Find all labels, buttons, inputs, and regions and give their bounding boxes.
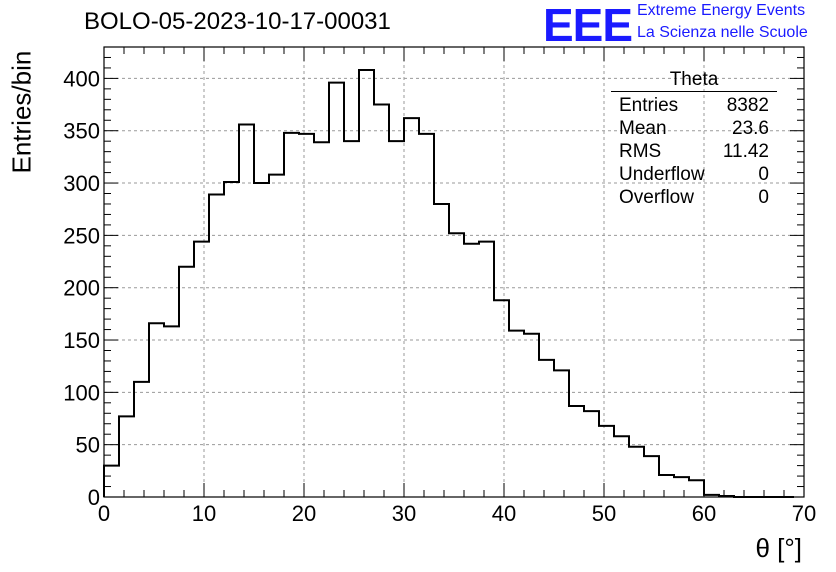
histogram-bin — [584, 411, 599, 497]
x-tick-label: 70 — [792, 501, 816, 526]
histogram-bin — [644, 456, 659, 497]
chart-title: BOLO-05-2023-10-17-00031 — [84, 8, 391, 35]
stats-row-mean: Mean 23.6 — [611, 117, 777, 140]
x-tick-label: 10 — [192, 501, 216, 526]
stats-value: 0 — [758, 164, 769, 185]
x-tick-label: 60 — [692, 501, 716, 526]
stats-row-rms: RMS 11.42 — [611, 140, 777, 163]
histogram-bin — [689, 480, 704, 497]
y-tick-label: 0 — [88, 485, 100, 510]
y-tick-label: 400 — [63, 66, 100, 91]
histogram-bin — [329, 83, 344, 497]
histogram-bin — [299, 134, 314, 497]
histogram-bin — [149, 323, 164, 497]
y-tick-label: 200 — [63, 276, 100, 301]
x-tick-label: 30 — [392, 501, 416, 526]
histogram-bin — [449, 233, 464, 497]
stats-label: RMS — [619, 141, 662, 162]
x-tick-label: 40 — [492, 501, 516, 526]
stats-title: Theta — [611, 70, 777, 92]
histogram-bin — [389, 141, 404, 497]
histogram-bin — [314, 142, 329, 497]
histogram-bin — [254, 183, 269, 497]
x-axis-label: θ [°] — [755, 533, 802, 563]
histogram-bin — [269, 175, 284, 497]
histogram-bin — [209, 195, 224, 497]
stats-row-entries: Entries 8382 — [611, 94, 777, 117]
histogram-bin — [479, 242, 494, 497]
histogram-bin — [284, 133, 299, 497]
stats-value: 0 — [758, 187, 769, 208]
histogram-bin — [494, 300, 509, 497]
histogram-bin — [509, 331, 524, 497]
histogram-bin — [434, 204, 449, 497]
histogram-series — [103, 69, 794, 498]
histogram-bin — [704, 495, 719, 497]
histogram-bin — [719, 496, 734, 497]
stats-label: Overflow — [619, 187, 694, 208]
histogram-bin — [614, 436, 629, 497]
logo-line-2: La Scienza nelle Scuole — [637, 24, 808, 41]
histogram-bin — [539, 360, 554, 497]
stats-label: Mean — [619, 118, 667, 139]
stats-box: Theta Entries 8382 Mean 23.6 RMS 11.42 U… — [611, 70, 777, 209]
histogram-bin — [659, 475, 674, 497]
histogram-bin — [374, 105, 389, 497]
histogram-bin — [554, 370, 569, 497]
stats-value: 23.6 — [732, 118, 769, 139]
logo-line-1: Extreme Energy Events — [637, 2, 806, 19]
x-tick-label: 50 — [592, 501, 616, 526]
histogram-bin — [224, 182, 239, 497]
plot-frame — [103, 46, 805, 498]
y-tick-label: 300 — [63, 171, 100, 196]
x-tick-label: 20 — [292, 501, 316, 526]
histogram-bin — [404, 118, 419, 497]
stats-row-overflow: Overflow 0 — [611, 186, 777, 209]
y-tick-label: 100 — [63, 380, 100, 405]
stats-value: 11.42 — [722, 141, 769, 162]
histogram-bin — [179, 267, 194, 497]
stats-label: Underflow — [619, 164, 705, 185]
histogram-bin — [119, 416, 134, 497]
stats-row-underflow: Underflow 0 — [611, 163, 777, 186]
histogram-bin — [344, 141, 359, 497]
histogram-bin — [164, 326, 179, 497]
eee-logo: EEE — [543, 0, 633, 51]
histogram-bin — [359, 70, 374, 497]
histogram-bin — [524, 334, 539, 497]
histogram-bin — [104, 466, 119, 497]
x-tick-label: 0 — [98, 501, 110, 526]
histogram-bin — [569, 406, 584, 497]
histogram-bin — [599, 426, 614, 497]
stats-value: 8382 — [726, 95, 769, 116]
histogram-bin — [239, 124, 254, 497]
histogram-bin — [674, 477, 689, 497]
y-axis-label: Entries/bin — [6, 50, 37, 174]
y-tick-label: 350 — [63, 119, 100, 144]
histogram-bin — [134, 382, 149, 497]
stats-label: Entries — [619, 95, 679, 116]
histogram-bin — [629, 447, 644, 497]
histogram-bin — [419, 134, 434, 497]
y-tick-label: 50 — [76, 433, 100, 458]
histogram-bin — [194, 242, 209, 497]
y-tick-label: 150 — [63, 328, 100, 353]
histogram-bin — [464, 244, 479, 497]
y-tick-label: 250 — [63, 223, 100, 248]
